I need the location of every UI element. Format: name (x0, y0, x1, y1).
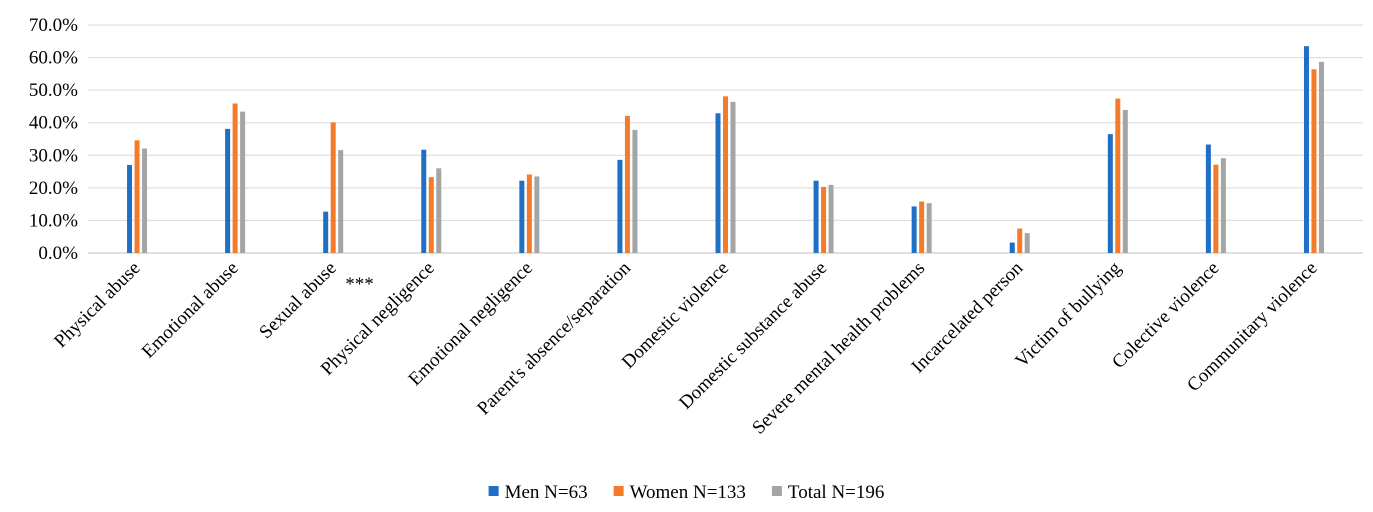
bar (1213, 164, 1219, 253)
bar (240, 111, 246, 253)
y-tick-label: 40.0% (29, 113, 78, 134)
bar (519, 180, 525, 253)
x-tick-label: Severe mental health problems (748, 258, 929, 439)
x-tick-label: Victim of bullying (1011, 257, 1125, 371)
bar (323, 211, 329, 253)
y-tick-label: 30.0% (29, 145, 78, 166)
bar (1024, 233, 1030, 253)
x-tick-label: Domestic violence (618, 258, 733, 373)
y-axis-tick-labels: 0.0% 10.0% 20.0% 30.0% 40.0% 50.0% 60.0% 70.0% (29, 15, 78, 264)
bar (723, 96, 728, 254)
y-tick-label: 0.0% (38, 243, 78, 264)
bar (926, 203, 932, 253)
annotations: *** (345, 274, 374, 295)
bar (127, 165, 133, 253)
bar (617, 159, 623, 253)
bar (338, 150, 344, 253)
bar (730, 101, 736, 254)
legend-label: Women N=133 (630, 482, 746, 503)
bar (1017, 228, 1023, 253)
bar (142, 148, 148, 253)
y-tick-label: 20.0% (29, 178, 78, 199)
y-tick-label: 10.0% (29, 210, 78, 231)
bar (1009, 242, 1015, 253)
bar (526, 174, 532, 253)
bar (919, 201, 925, 253)
bar (632, 129, 638, 253)
legend-swatch (488, 486, 499, 496)
bar (436, 168, 442, 253)
significance-annotation: *** (345, 274, 374, 295)
bar (428, 177, 434, 253)
bar (813, 180, 819, 253)
bar (134, 140, 140, 253)
y-tick-label: 50.0% (29, 80, 78, 101)
legend-swatch (771, 486, 782, 496)
bar (1115, 98, 1121, 254)
y-tick-label: 60.0% (29, 48, 78, 69)
legend: Men N=63 Women N=133 Total N=196 (488, 482, 884, 503)
bar (1311, 69, 1317, 253)
bar (624, 115, 630, 253)
bar (911, 206, 917, 253)
bar (1220, 158, 1226, 253)
bar (421, 149, 427, 253)
bar (232, 103, 238, 253)
legend-label: Total N=196 (788, 482, 884, 503)
bar (1107, 134, 1113, 253)
x-tick-label: Sexual abuse (255, 258, 340, 343)
bar (1205, 144, 1211, 253)
bars (127, 46, 1324, 254)
bar (715, 113, 721, 253)
bar (821, 186, 827, 253)
bar (1122, 110, 1128, 253)
x-tick-label: Emotional abuse (138, 258, 243, 363)
bar (534, 176, 540, 253)
bar (225, 128, 231, 253)
legend-swatch (613, 486, 624, 496)
legend-label: Men N=63 (505, 482, 588, 503)
bar (1303, 46, 1309, 253)
bar (330, 122, 336, 253)
bar (828, 184, 834, 253)
y-tick-label: 70.0% (29, 15, 78, 36)
bar (1318, 61, 1324, 254)
x-tick-label: Physical abuse (50, 258, 144, 352)
x-tick-label: Colective violence (1108, 258, 1223, 373)
